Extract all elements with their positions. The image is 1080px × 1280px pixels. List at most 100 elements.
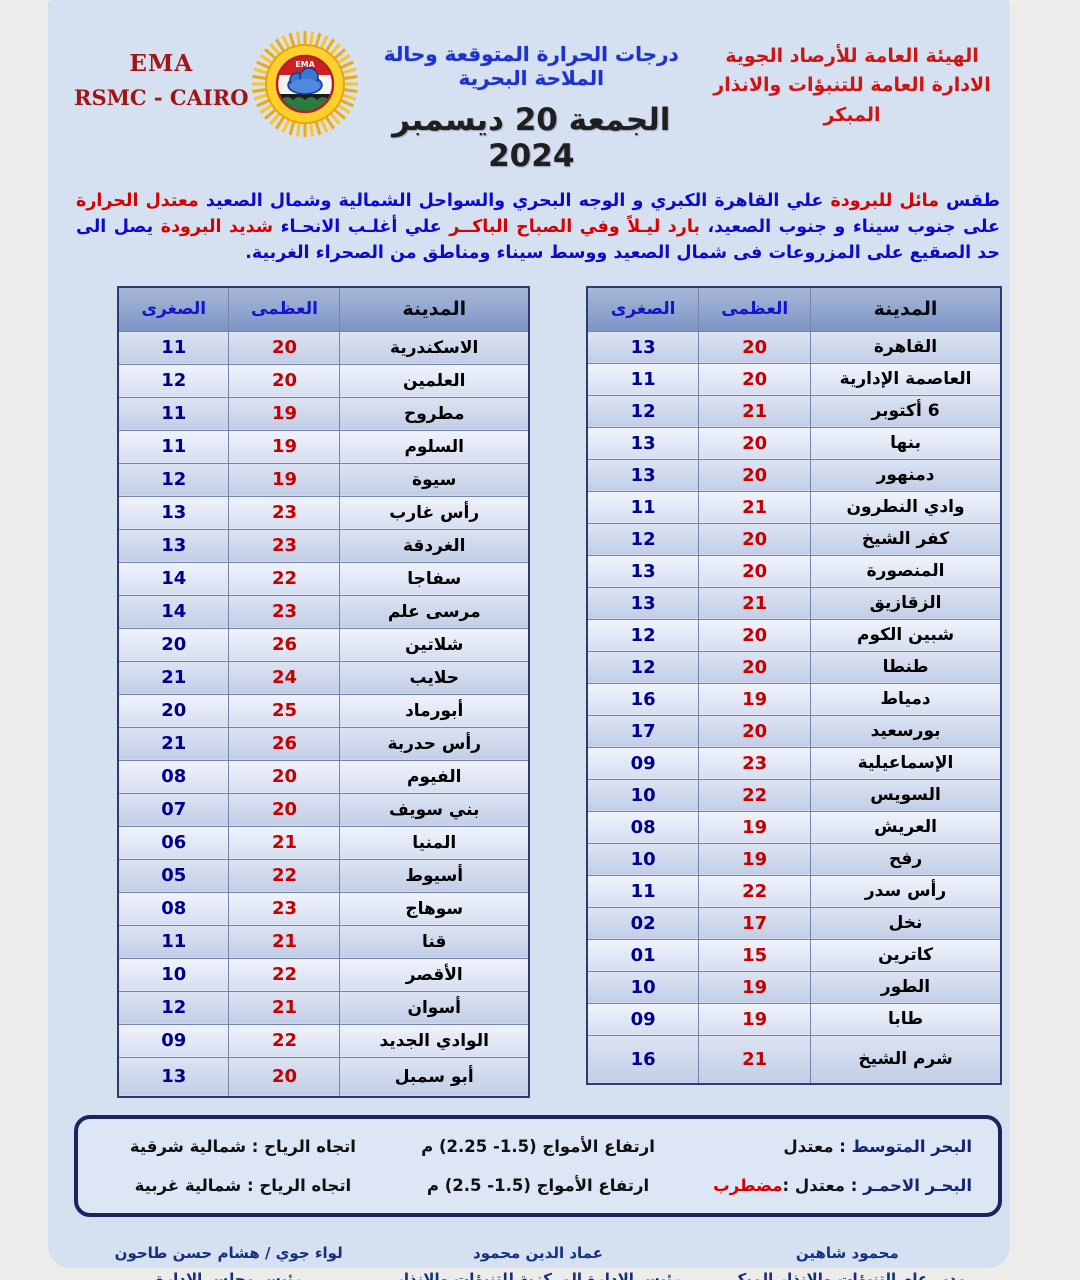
max-cell: 21 [228, 825, 341, 860]
text-segment: بارد ليـلاً وفي الصباح الباكــر [449, 217, 700, 237]
table-row: أسوان 21 12 [117, 990, 530, 1025]
min-cell: 13 [117, 1056, 230, 1098]
min-cell: 05 [117, 858, 230, 893]
signature-name: محمود شاهين [795, 1244, 899, 1262]
city-cell: الطور [810, 970, 1002, 1004]
max-cell: 20 [228, 792, 341, 827]
table-row: شرم الشيخ 21 16 [586, 1034, 1002, 1085]
city-cell: أبورماد [339, 693, 530, 728]
table-header-row: المدينة العظمى الصغرى [117, 286, 530, 332]
city-cell: سفاجا [339, 561, 530, 596]
city-cell: الإسماعيلية [810, 746, 1002, 780]
left-table-body: الاسكندرية 20 11 العلمين 20 12 مطروح 19 11 السلوم… [117, 330, 530, 1098]
min-cell: 11 [117, 396, 230, 431]
city-cell: كفر الشيخ [810, 522, 1002, 556]
max-cell: 20 [698, 714, 812, 748]
max-cell: 19 [698, 1002, 812, 1036]
text-segment: على جنوب سيناء و جنوب الصعيد، [699, 217, 1000, 237]
city-cell: مطروح [339, 396, 530, 431]
org-name-english: EMA RSMC - CAIRO [74, 30, 249, 174]
cairo-delta-sinai-table: المدينة العظمى الصغرى القاهرة 20 13 العاصمة… [586, 286, 1002, 1085]
sun-ray [263, 48, 277, 61]
max-cell: 21 [698, 490, 812, 524]
sun-ray [341, 87, 358, 94]
min-cell: 11 [586, 490, 700, 524]
max-cell: 23 [228, 594, 341, 629]
text-segment: مائل للبرودة [830, 191, 940, 211]
org-ar-line2: الادارة العامة للتنبؤات والانذار المبكر [713, 74, 991, 126]
right-table-body: القاهرة 20 13 العاصمة الإدارية 20 11 6 أكتوبر 2… [586, 330, 1002, 1085]
city-cell: المنيا [339, 825, 530, 860]
min-cell: 10 [586, 842, 700, 876]
min-cell: 12 [117, 363, 230, 398]
sun-ray [338, 98, 354, 108]
table-row: الوادي الجديد 22 09 [117, 1023, 530, 1058]
min-cell: 08 [117, 759, 230, 794]
signature-block: عماد الدين محمود رئيس الإدارة المركزية لل… [383, 1241, 692, 1280]
table-row: رأس سدر 22 11 [586, 874, 1002, 908]
min-cell: 13 [117, 528, 230, 563]
max-cell: 22 [228, 1023, 341, 1058]
sun-ray [341, 74, 358, 81]
max-cell: 23 [228, 495, 341, 530]
city-cell: الفيوم [339, 759, 530, 794]
max-cell: 19 [698, 970, 812, 1004]
max-cell: 20 [698, 330, 812, 364]
sun-ray [335, 54, 350, 65]
min-cell: 11 [117, 330, 230, 365]
min-cell: 12 [586, 394, 700, 428]
table-row: الاسكندرية 20 11 [117, 330, 530, 365]
city-cell: شلاتين [339, 627, 530, 662]
sun-ray [313, 120, 321, 136]
table-row: شلاتين 26 20 [117, 627, 530, 662]
sun-ray [323, 38, 335, 53]
city-cell: شبين الكوم [810, 618, 1002, 652]
max-cell: 21 [698, 1034, 812, 1085]
max-cell: 19 [228, 462, 341, 497]
city-cell: القاهرة [810, 330, 1002, 364]
signature-name: عماد الدين محمود [473, 1244, 603, 1262]
max-cell: 19 [228, 429, 341, 464]
table-row: مرسى علم 23 14 [117, 594, 530, 629]
text-segment: طقس [939, 191, 1000, 211]
max-cell: 23 [228, 528, 341, 563]
min-cell: 13 [586, 330, 700, 364]
table-row: قنا 21 11 [117, 924, 530, 959]
text-segment: علي القاهرة الكبري و الوجه البحري والسوا… [198, 191, 831, 211]
table-row: دمياط 19 16 [586, 682, 1002, 716]
sun-ray [281, 35, 291, 51]
city-cell: بنها [810, 426, 1002, 460]
max-cell: 20 [698, 458, 812, 492]
max-cell: 20 [228, 1056, 341, 1098]
min-cell: 10 [586, 778, 700, 812]
text-segment: مضطرب [713, 1176, 783, 1195]
max-cell: 20 [698, 618, 812, 652]
min-cell: 08 [117, 891, 230, 926]
min-cell: 12 [586, 618, 700, 652]
min-cell: 08 [586, 810, 700, 844]
sun-ray [255, 98, 271, 108]
min-cell: 13 [586, 426, 700, 460]
table-row: رأس غارب 23 13 [117, 495, 530, 530]
city-cell: دمنهور [810, 458, 1002, 492]
sun-ray [251, 74, 268, 81]
table-row: بنها 20 13 [586, 426, 1002, 460]
sea-state: البحر المتوسط : معتدل [694, 1137, 972, 1156]
max-cell: 22 [228, 957, 341, 992]
min-cell: 16 [586, 682, 700, 716]
text-segment: علي أغلـب الانحـاء [273, 217, 450, 237]
min-header: الصغرى [117, 286, 230, 332]
city-cell: وادي النطرون [810, 490, 1002, 524]
max-cell: 20 [698, 362, 812, 396]
city-cell: سيوة [339, 462, 530, 497]
max-cell: 19 [228, 396, 341, 431]
max-cell: 19 [698, 842, 812, 876]
text-segment: البحر المتوسط [851, 1137, 972, 1156]
table-row: الأقصر 22 10 [117, 957, 530, 992]
table-row: 6 أكتوبر 21 12 [586, 394, 1002, 428]
table-row: رفح 19 10 [586, 842, 1002, 876]
sun-ray [253, 93, 269, 101]
table-row: السويس 22 10 [586, 778, 1002, 812]
sun-ray [318, 35, 328, 51]
sun-ray [340, 93, 356, 101]
